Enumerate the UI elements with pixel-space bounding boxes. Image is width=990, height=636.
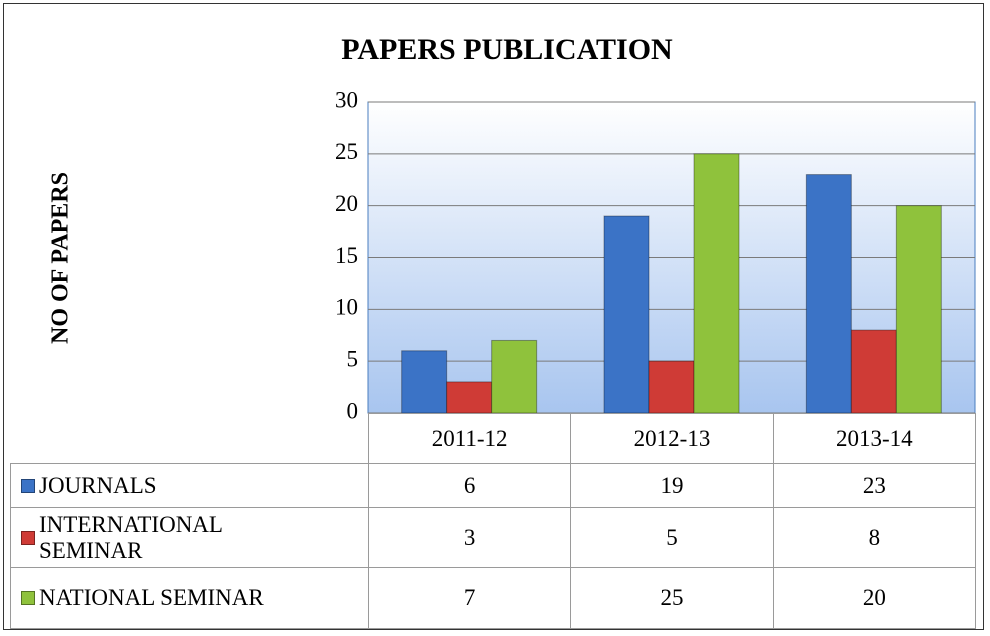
y-tick-label: 15 — [335, 243, 358, 268]
table-value: 25 — [570, 567, 774, 629]
y-tick-label: 25 — [335, 139, 358, 164]
table-value: 6 — [368, 463, 572, 508]
legend-label: NATIONAL SEMINAR — [39, 585, 264, 610]
bar — [693, 153, 740, 414]
chart-title: PAPERS PUBLICATION — [341, 33, 673, 66]
x-tick-label: 2012-13 — [570, 413, 774, 464]
bar — [648, 360, 695, 414]
table-value: 5 — [570, 507, 774, 568]
table-value: 20 — [772, 567, 976, 629]
x-tick-label: 2011-12 — [368, 413, 572, 464]
bar — [895, 205, 942, 414]
legend-key — [21, 591, 35, 605]
legend-entry: NATIONAL SEMINAR — [10, 567, 369, 629]
table-value: 8 — [772, 507, 976, 568]
bar — [805, 174, 852, 414]
y-tick-label: 20 — [335, 191, 358, 216]
y-tick-label: 10 — [335, 295, 358, 320]
legend-entry: INTERNATIONAL SEMINAR — [10, 507, 369, 568]
table-value: 23 — [772, 463, 976, 508]
y-tick-label: 0 — [347, 398, 359, 423]
chart-frame — [3, 3, 984, 630]
bar — [401, 350, 448, 414]
y-tick-label: 5 — [347, 346, 359, 371]
bar — [850, 329, 897, 414]
legend-key — [21, 530, 35, 545]
bar — [446, 381, 493, 414]
legend-label: JOURNALS — [39, 472, 157, 498]
table-value: 7 — [368, 567, 572, 629]
legend-entry: JOURNALS — [10, 463, 369, 508]
table-value: 3 — [368, 507, 572, 568]
y-axis-label: NO OF PAPERS — [48, 172, 74, 344]
bar — [491, 339, 538, 414]
legend-label: INTERNATIONAL SEMINAR — [39, 511, 223, 563]
y-tick-label: 30 — [335, 87, 358, 112]
x-tick-label: 2013-14 — [772, 413, 976, 464]
legend-key — [21, 478, 35, 493]
bar — [603, 215, 650, 414]
table-value: 19 — [570, 463, 774, 508]
